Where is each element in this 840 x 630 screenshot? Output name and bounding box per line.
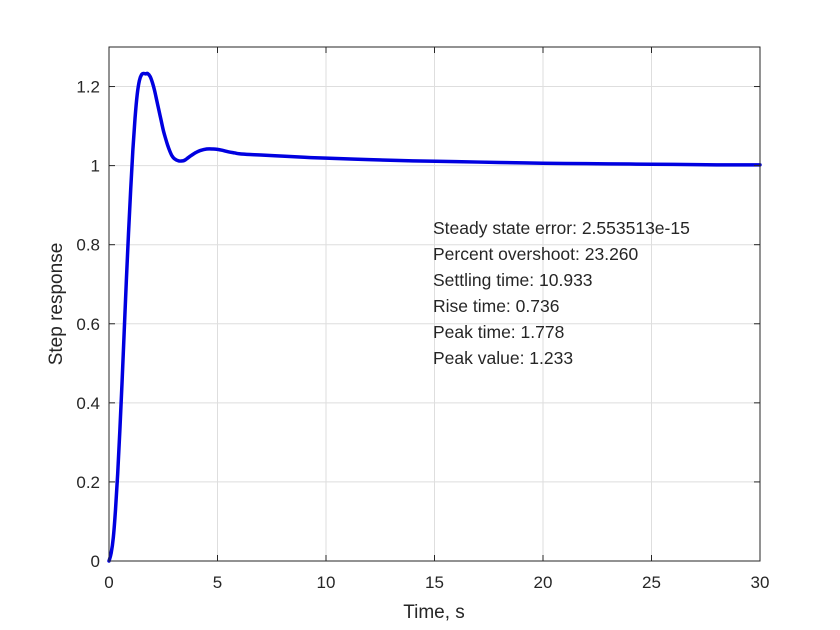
- y-tick-labels: 0 0.2 0.4 0.6 0.8 1 1.2: [76, 78, 100, 571]
- x-tick-label: 30: [751, 573, 770, 592]
- x-tick-label: 5: [213, 573, 222, 592]
- y-tick-label: 0.2: [76, 473, 100, 492]
- metrics-annotation: Steady state error: 2.553513e-15 Percent …: [433, 218, 690, 368]
- y-tick-label: 1: [91, 157, 100, 176]
- metric-annotation-line: Peak value: 1.233: [433, 348, 573, 368]
- x-tick-label: 20: [534, 573, 553, 592]
- y-tick-label: 0.8: [76, 236, 100, 255]
- metric-annotation-line: Peak time: 1.778: [433, 322, 564, 342]
- metric-annotation-line: Settling time: 10.933: [433, 270, 593, 290]
- metric-annotation-line: Steady state error: 2.553513e-15: [433, 218, 690, 238]
- y-tick-label: 1.2: [76, 78, 100, 97]
- series-layer: [107, 71, 762, 563]
- x-tick-labels: 0 5 10 15 20 25 30: [104, 573, 769, 592]
- grid-lines: [109, 47, 760, 561]
- y-tick-label: 0.4: [76, 394, 100, 413]
- y-tick-label: 0: [91, 552, 100, 571]
- x-axis-label: Time, s: [403, 602, 465, 623]
- tick-marks: [108, 47, 761, 562]
- x-tick-label: 0: [104, 573, 113, 592]
- metric-annotation-line: Rise time: 0.736: [433, 296, 559, 316]
- x-tick-label: 25: [642, 573, 661, 592]
- x-tick-label: 15: [425, 573, 444, 592]
- y-tick-label: 0.6: [76, 315, 100, 334]
- step-response-line: [107, 71, 762, 563]
- y-axis-label: Step response: [46, 243, 67, 366]
- metric-annotation-line: Percent overshoot: 23.260: [433, 244, 639, 264]
- x-tick-label: 10: [317, 573, 336, 592]
